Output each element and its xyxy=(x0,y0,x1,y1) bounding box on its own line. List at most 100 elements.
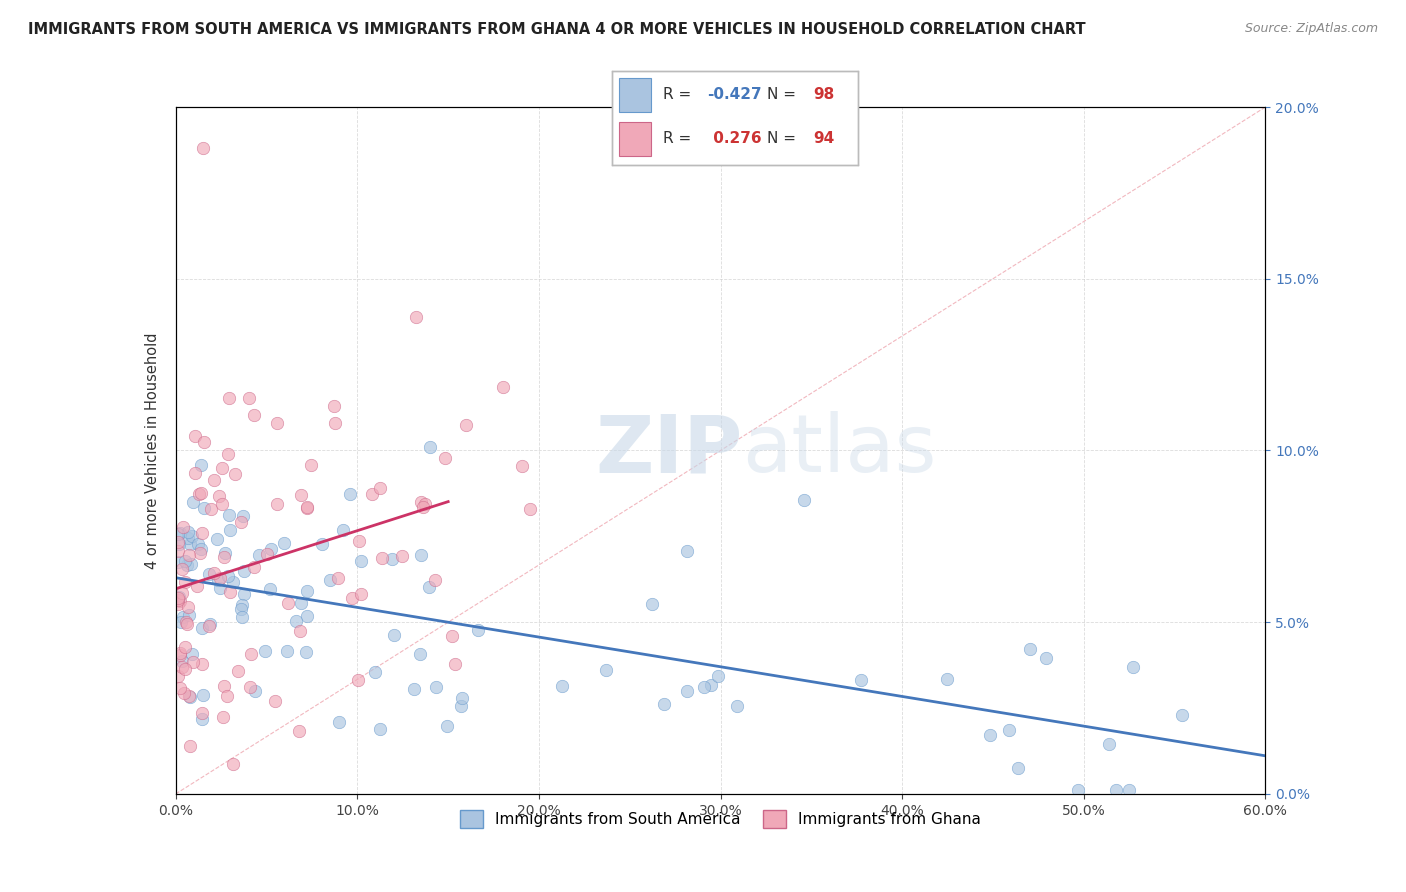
Point xyxy=(299,458,322,473)
Point xyxy=(177,525,200,540)
Point xyxy=(204,566,226,581)
Point xyxy=(174,640,197,654)
Point xyxy=(172,654,194,668)
Point xyxy=(249,549,271,563)
Point xyxy=(184,466,207,480)
Point xyxy=(266,416,288,430)
Point xyxy=(328,714,350,729)
Point xyxy=(221,756,243,771)
Point xyxy=(167,527,190,541)
Point xyxy=(226,664,249,678)
Point xyxy=(169,526,191,541)
Point xyxy=(224,467,246,481)
Point xyxy=(208,489,231,503)
Point xyxy=(181,648,204,662)
Point xyxy=(166,555,188,569)
Point xyxy=(342,591,364,605)
Point xyxy=(1105,783,1128,797)
Point xyxy=(184,429,207,443)
Point xyxy=(193,500,215,515)
Point xyxy=(256,547,278,561)
Point xyxy=(287,724,309,739)
Point xyxy=(181,494,204,508)
Point xyxy=(166,593,188,607)
Point xyxy=(167,535,190,549)
Point xyxy=(425,680,447,694)
Point xyxy=(179,548,201,562)
Point xyxy=(229,601,252,615)
Point xyxy=(187,487,209,501)
Text: -0.427: -0.427 xyxy=(707,87,762,103)
Point xyxy=(172,610,194,624)
Point xyxy=(1098,737,1121,751)
Point xyxy=(418,580,440,594)
Point xyxy=(169,594,191,608)
Point xyxy=(441,629,464,643)
Text: 98: 98 xyxy=(813,87,835,103)
Point xyxy=(233,564,256,578)
Point xyxy=(180,557,202,571)
Point xyxy=(231,508,253,523)
Point xyxy=(167,536,190,550)
Point xyxy=(349,533,371,548)
Point xyxy=(254,644,277,658)
Point xyxy=(492,379,515,393)
Point xyxy=(190,486,212,500)
Point xyxy=(167,543,190,558)
Text: 94: 94 xyxy=(813,131,835,146)
Point xyxy=(222,575,245,590)
Point xyxy=(467,623,489,637)
Point xyxy=(551,679,574,693)
Point xyxy=(211,461,233,475)
Point xyxy=(1171,708,1194,723)
Point xyxy=(217,447,239,461)
Point xyxy=(181,655,204,669)
Point xyxy=(1007,760,1029,774)
Point xyxy=(444,657,467,671)
Point xyxy=(188,546,211,560)
Point xyxy=(167,590,190,604)
Point xyxy=(273,536,295,550)
Point xyxy=(177,600,200,615)
Point xyxy=(180,529,202,543)
Point xyxy=(231,598,253,612)
Point xyxy=(350,587,373,601)
Point xyxy=(179,690,201,704)
Point xyxy=(413,497,436,511)
Point xyxy=(266,496,288,510)
Point xyxy=(173,662,195,676)
Text: atlas: atlas xyxy=(742,411,936,490)
Point xyxy=(259,582,281,597)
Point xyxy=(676,543,699,558)
Point xyxy=(707,669,730,683)
Point xyxy=(191,525,214,540)
Point xyxy=(1035,651,1057,665)
Point xyxy=(209,571,232,585)
Point xyxy=(243,684,266,698)
Text: R =: R = xyxy=(664,87,696,103)
Point xyxy=(519,502,541,516)
Point xyxy=(1122,660,1144,674)
Point xyxy=(997,723,1019,737)
Point xyxy=(419,440,441,454)
Point xyxy=(423,573,446,587)
Point xyxy=(191,712,214,726)
Point xyxy=(284,615,307,629)
Point xyxy=(851,673,873,687)
Point xyxy=(179,739,201,753)
Point xyxy=(290,488,312,502)
Point xyxy=(1118,783,1140,797)
Point xyxy=(186,537,208,551)
Point xyxy=(276,644,298,658)
Point xyxy=(218,524,240,538)
Point xyxy=(323,399,346,413)
Point xyxy=(231,516,253,530)
Point xyxy=(295,584,318,599)
Point xyxy=(595,663,617,677)
Point xyxy=(371,550,394,565)
Text: IMMIGRANTS FROM SOUTH AMERICA VS IMMIGRANTS FROM GHANA 4 OR MORE VEHICLES IN HOU: IMMIGRANTS FROM SOUTH AMERICA VS IMMIGRA… xyxy=(28,22,1085,37)
Bar xyxy=(619,122,651,156)
Point xyxy=(411,494,433,508)
Point xyxy=(174,615,197,629)
Point xyxy=(979,728,1001,742)
